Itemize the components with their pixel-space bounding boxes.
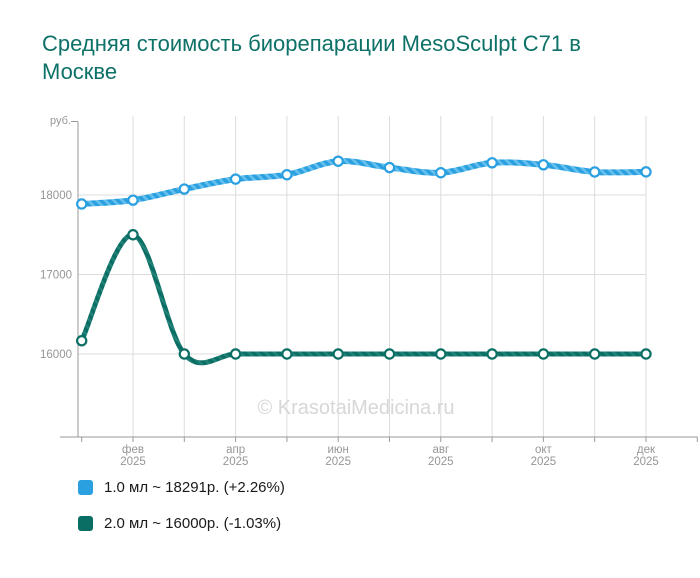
x-tick-year: 2025: [325, 456, 351, 468]
data-point[interactable]: [178, 183, 190, 195]
legend-swatch-blue: [78, 480, 93, 495]
x-tick-year: 2025: [531, 456, 557, 468]
data-point[interactable]: [537, 159, 550, 171]
data-point[interactable]: [640, 348, 652, 360]
x-tick-month: дек: [637, 444, 656, 456]
chart-legend: 1.0 мл ~ 18291р. (+2.26%) 2.0 мл ~ 16000…: [78, 479, 285, 532]
y-tick-label: 17000: [40, 270, 72, 282]
series-2.0-мл: [75, 229, 652, 366]
chart-canvas: руб.160001700018000фев2025апр2025июн2025…: [40, 115, 698, 468]
axes: [60, 121, 698, 442]
data-point[interactable]: [281, 348, 293, 360]
series-1.0-мл: [75, 155, 652, 210]
x-tick-year: 2025: [428, 456, 454, 468]
x-tick-month: фев: [122, 444, 144, 456]
data-point[interactable]: [127, 229, 139, 241]
price-chart: руб. 16000 17000 18000 фев 2025 апр 2025 июн 2025…: [40, 115, 698, 468]
data-point[interactable]: [640, 166, 652, 178]
y-axis-unit-label: руб.: [50, 115, 71, 127]
data-point[interactable]: [332, 155, 344, 167]
x-tick-month: июн: [327, 444, 348, 456]
legend-label: 1.0 мл ~ 18291р. (+2.26%): [104, 479, 285, 496]
data-point[interactable]: [75, 335, 88, 347]
legend-swatch-teal: [78, 516, 93, 531]
x-tick-year: 2025: [633, 456, 659, 468]
data-point[interactable]: [178, 348, 190, 360]
series-line: [78, 158, 649, 207]
x-tick-month: апр: [226, 444, 245, 456]
data-point[interactable]: [486, 348, 498, 360]
data-point[interactable]: [435, 348, 447, 360]
data-point[interactable]: [486, 157, 498, 169]
x-tick-year: 2025: [223, 456, 249, 468]
legend-item-1ml: 1.0 мл ~ 18291р. (+2.26%): [78, 479, 285, 496]
legend-label: 2.0 мл ~ 16000р. (-1.03%): [104, 515, 282, 532]
data-point[interactable]: [229, 173, 242, 185]
series-line: [79, 232, 649, 366]
legend-item-2ml: 2.0 мл ~ 16000р. (-1.03%): [78, 515, 285, 532]
y-tick-label: 18000: [40, 190, 72, 202]
data-point[interactable]: [281, 169, 293, 181]
x-tick-year: 2025: [120, 456, 146, 468]
data-point[interactable]: [229, 348, 242, 360]
data-point[interactable]: [332, 348, 344, 360]
page-title: Средняя стоимость биорепарации MesoSculp…: [42, 31, 581, 84]
data-point[interactable]: [127, 194, 139, 206]
data-point[interactable]: [435, 167, 447, 179]
data-point[interactable]: [589, 348, 601, 360]
data-point[interactable]: [383, 161, 396, 174]
x-tick-month: окт: [535, 444, 553, 456]
data-point[interactable]: [75, 198, 88, 210]
y-tick-label: 16000: [40, 349, 72, 361]
data-point[interactable]: [383, 348, 396, 360]
watermark: © KrasotaiMedicina.ru: [257, 397, 454, 419]
data-point[interactable]: [537, 348, 550, 360]
x-tick-month: авг: [432, 444, 449, 456]
data-point[interactable]: [589, 166, 601, 178]
